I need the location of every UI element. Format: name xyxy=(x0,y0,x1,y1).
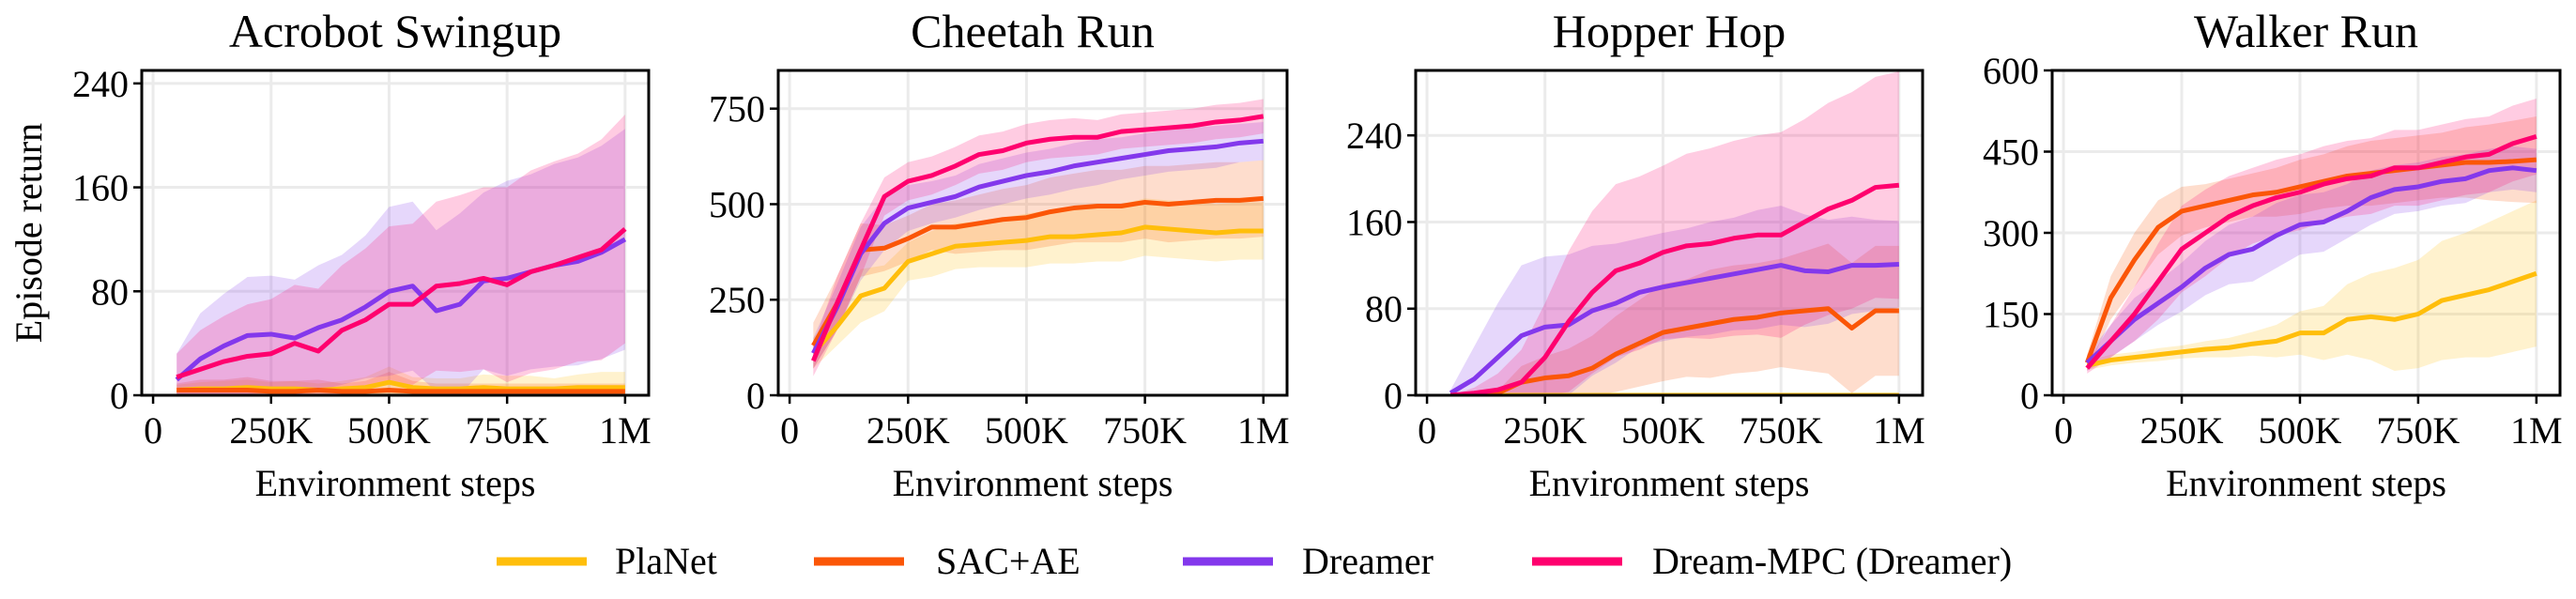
line-dream-mpc-dreamer- xyxy=(811,114,1265,362)
x-tick-label: 750K xyxy=(466,409,549,452)
y-axis-label: Episode return xyxy=(8,123,50,343)
y-tick-label: 750 xyxy=(709,88,765,131)
band-planet xyxy=(2087,200,2537,372)
plot-area xyxy=(1449,71,1900,395)
x-axis-label: Environment steps xyxy=(1529,462,1810,504)
x-tick-label: 0 xyxy=(1418,409,1436,452)
line-dream-mpc-dreamer- xyxy=(2085,133,2538,370)
axes-frame xyxy=(140,69,651,397)
y-tick-label: 300 xyxy=(1983,212,2039,254)
line-sac-ae xyxy=(811,195,1264,347)
panel-title: Walker Run xyxy=(2194,5,2418,57)
y-tick-label: 160 xyxy=(72,167,129,209)
legend-label: Dreamer xyxy=(1302,540,1434,582)
axes-frame xyxy=(776,69,1289,397)
band-planet xyxy=(813,198,1264,369)
line-planet xyxy=(176,379,625,392)
y-tick-label: 160 xyxy=(1346,201,1403,243)
line-dreamer xyxy=(811,138,1264,355)
legend-item: Dreamer xyxy=(1183,540,1434,582)
panel-3: Walker Run 0 250K 500K 750K 1M 0 150 300 450 600 En… xyxy=(1983,5,2563,504)
legend-item: SAC+AE xyxy=(814,540,1081,582)
x-tick-label: 1M xyxy=(2510,409,2563,452)
x-tick-label: 1M xyxy=(599,409,652,452)
x-tick-label: 0 xyxy=(2054,409,2073,452)
y-tick-label: 600 xyxy=(1983,50,2039,92)
y-tick-label: 0 xyxy=(1384,375,1403,417)
x-tick-label: 0 xyxy=(780,409,799,452)
y-tick-label: 450 xyxy=(1983,131,2039,174)
axes-frame xyxy=(1414,69,1924,397)
y-tick-label: 250 xyxy=(709,279,765,321)
band-dreamer xyxy=(1450,206,1899,395)
y-tick-label: 80 xyxy=(91,270,129,313)
y-tick-label: 240 xyxy=(72,63,129,105)
panel-1: Cheetah Run 0 250K 500K 750K 1M 0 250 500 750 Envi… xyxy=(709,5,1290,504)
y-tick-label: 0 xyxy=(110,375,129,417)
x-tick-label: 500K xyxy=(347,409,431,452)
x-tick-label: 250K xyxy=(229,409,313,452)
band-dream-mpc-dreamer- xyxy=(813,99,1264,376)
plot-area xyxy=(811,99,1265,376)
y-tick-label: 0 xyxy=(746,375,765,417)
x-tick-label: 500K xyxy=(1621,409,1705,452)
x-tick-label: 500K xyxy=(2259,409,2342,452)
line-planet xyxy=(811,224,1264,355)
y-tick-label: 0 xyxy=(2020,375,2039,417)
legend-item: PlaNet xyxy=(497,540,717,582)
legend-label: Dream-MPC (Dreamer) xyxy=(1652,540,2012,582)
panel-title: Cheetah Run xyxy=(911,5,1155,57)
panels: Acrobot Swingup 0 250K 500K 750K 1M 0 80 160 240 E… xyxy=(72,5,2563,504)
x-tick-label: 500K xyxy=(985,409,1068,452)
x-tick-label: 750K xyxy=(1740,409,1823,452)
y-tick-label: 240 xyxy=(1346,115,1403,157)
y-tick-label: 80 xyxy=(1365,288,1403,330)
band-dreamer xyxy=(176,129,625,395)
x-axis-label: Environment steps xyxy=(2166,462,2446,504)
line-sac-ae xyxy=(1450,306,1899,395)
band-sac-ae xyxy=(2087,116,2537,372)
x-tick-label: 1M xyxy=(1237,409,1290,452)
line-dream-mpc-dreamer- xyxy=(176,226,627,379)
x-tick-label: 750K xyxy=(2376,409,2460,452)
y-tick-label: 150 xyxy=(1983,294,2039,336)
legend-item: Dream-MPC (Dreamer) xyxy=(1532,540,2012,582)
x-tick-label: 250K xyxy=(866,409,950,452)
panel-0: Acrobot Swingup 0 250K 500K 750K 1M 0 80 160 240 E… xyxy=(72,5,652,504)
band-dreamer xyxy=(813,121,1264,369)
x-tick-label: 250K xyxy=(1503,409,1587,452)
y-tick-label: 500 xyxy=(709,183,765,225)
band-dream-mpc-dreamer- xyxy=(176,115,625,395)
band-sac-ae xyxy=(1450,243,1899,395)
x-tick-label: 250K xyxy=(2140,409,2224,452)
panel-title: Acrobot Swingup xyxy=(229,5,561,57)
plot-area xyxy=(2084,98,2538,374)
x-axis-label: Environment steps xyxy=(893,462,1173,504)
legend: PlaNet SAC+AE Dreamer Dream-MPC (Dreamer) xyxy=(497,540,2012,582)
line-dream-mpc-dreamer- xyxy=(1449,182,1900,395)
line-planet xyxy=(2086,270,2538,368)
line-dreamer xyxy=(2085,165,2538,365)
line-sac-ae xyxy=(176,387,625,394)
x-axis-label: Environment steps xyxy=(255,462,536,504)
band-sac-ae xyxy=(813,160,1264,369)
legend-label: SAC+AE xyxy=(936,540,1081,582)
legend-label: PlaNet xyxy=(615,540,717,582)
x-tick-label: 1M xyxy=(1873,409,1925,452)
x-tick-label: 750K xyxy=(1103,409,1187,452)
plot-area xyxy=(175,115,627,395)
axes-frame xyxy=(2050,69,2562,397)
line-sac-ae xyxy=(2084,157,2537,364)
x-tick-label: 0 xyxy=(144,409,162,452)
panel-title: Hopper Hop xyxy=(1553,5,1786,57)
panel-2: Hopper Hop 0 250K 500K 750K 1M 0 80 160 240 Enviro… xyxy=(1346,5,1925,504)
band-dreamer xyxy=(2087,146,2537,372)
line-dreamer xyxy=(1449,261,1899,395)
